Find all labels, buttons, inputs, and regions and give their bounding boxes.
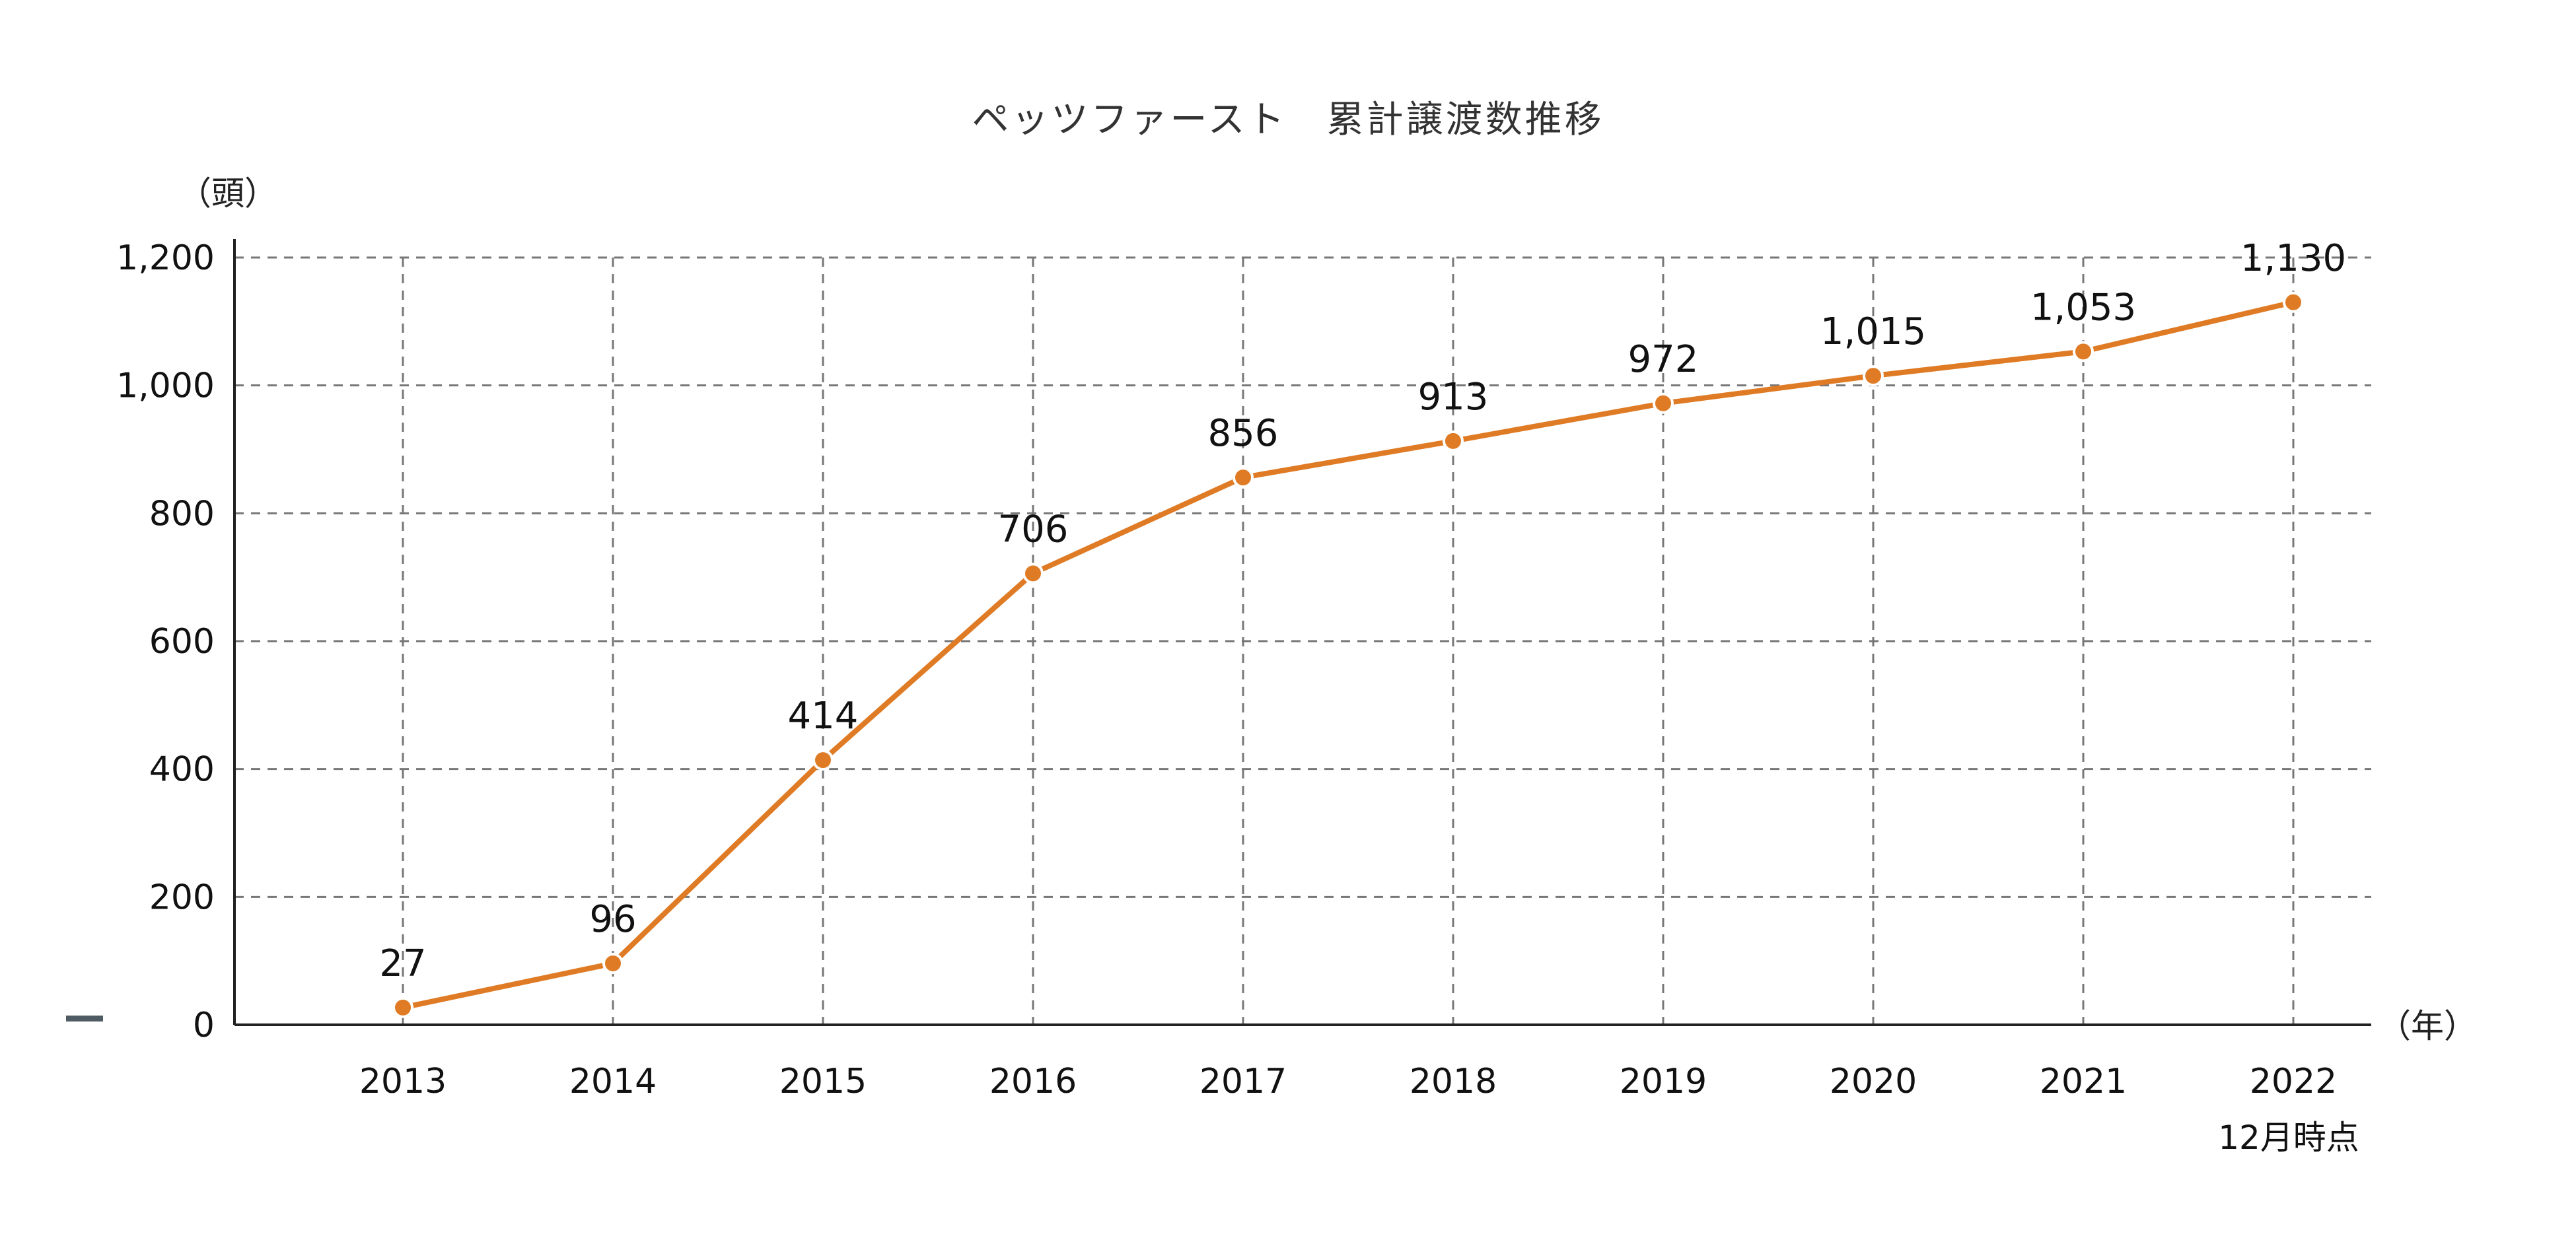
x-tick-label: 2014 xyxy=(569,1062,657,1101)
data-label: 972 xyxy=(1628,338,1699,381)
axes xyxy=(233,239,2371,1026)
series-polyline xyxy=(400,299,2296,1010)
y-tick-label: 1,000 xyxy=(116,366,215,406)
y-axis-unit-label: （頭） xyxy=(178,174,277,213)
series-line xyxy=(400,299,2296,1010)
data-point xyxy=(1233,467,1254,489)
x-tick-labels: 2013 2014 2015 2016 2017 2018 2019 2020 2021 2022 xyxy=(359,1062,2337,1101)
y-tick-label: 800 xyxy=(149,494,215,534)
x-tick-label: 2020 xyxy=(1830,1062,1917,1101)
data-labels: 27 96 414 706 856 913 972 1,015 1,053 1,130 xyxy=(379,237,2346,985)
data-label: 1,053 xyxy=(2030,286,2136,329)
data-label: 913 xyxy=(1418,376,1489,419)
x-tick-label: 2016 xyxy=(989,1062,1077,1101)
data-label: 96 xyxy=(589,898,636,941)
y-tick-labels: 0 200 400 600 800 1,000 1,200 xyxy=(116,238,215,1045)
data-label: 414 xyxy=(788,695,859,738)
data-point xyxy=(392,996,413,1018)
data-point xyxy=(812,749,834,771)
vertical-gridlines xyxy=(402,258,2295,1025)
x-axis-unit-label: （年） xyxy=(2378,1007,2477,1045)
y-tick-label: 400 xyxy=(149,750,215,790)
x-tick-label: 2018 xyxy=(1410,1062,1497,1101)
side-mark xyxy=(66,1016,103,1021)
data-label: 1,130 xyxy=(2240,237,2346,280)
y-tick-label: 0 xyxy=(193,1006,215,1045)
chart-title: ペッツファースト 累計譲渡数推移 xyxy=(972,98,1604,141)
data-point xyxy=(1653,392,1674,414)
x-tick-label: 2022 xyxy=(2250,1062,2337,1101)
x-tick-label: 2021 xyxy=(2040,1062,2127,1101)
x-tick-label: 2017 xyxy=(1199,1062,1287,1101)
data-point xyxy=(1022,563,1044,584)
data-label: 706 xyxy=(998,508,1069,551)
x-axis-note: 12月時点 xyxy=(2218,1119,2359,1157)
y-tick-label: 200 xyxy=(149,878,215,917)
y-tick-label: 1,200 xyxy=(116,238,215,278)
data-label: 1,015 xyxy=(1820,310,1926,353)
data-point xyxy=(2073,341,2094,363)
x-tick-label: 2015 xyxy=(779,1062,867,1101)
data-label: 856 xyxy=(1208,412,1279,455)
data-points xyxy=(392,291,2304,1018)
data-point xyxy=(1863,365,1884,387)
data-point xyxy=(1443,430,1464,452)
data-label: 27 xyxy=(379,942,426,985)
y-tick-label: 600 xyxy=(149,622,215,662)
x-tick-label: 2019 xyxy=(1620,1062,1707,1101)
x-tick-label: 2013 xyxy=(359,1062,447,1101)
data-point xyxy=(2283,291,2304,313)
data-point xyxy=(602,953,624,975)
